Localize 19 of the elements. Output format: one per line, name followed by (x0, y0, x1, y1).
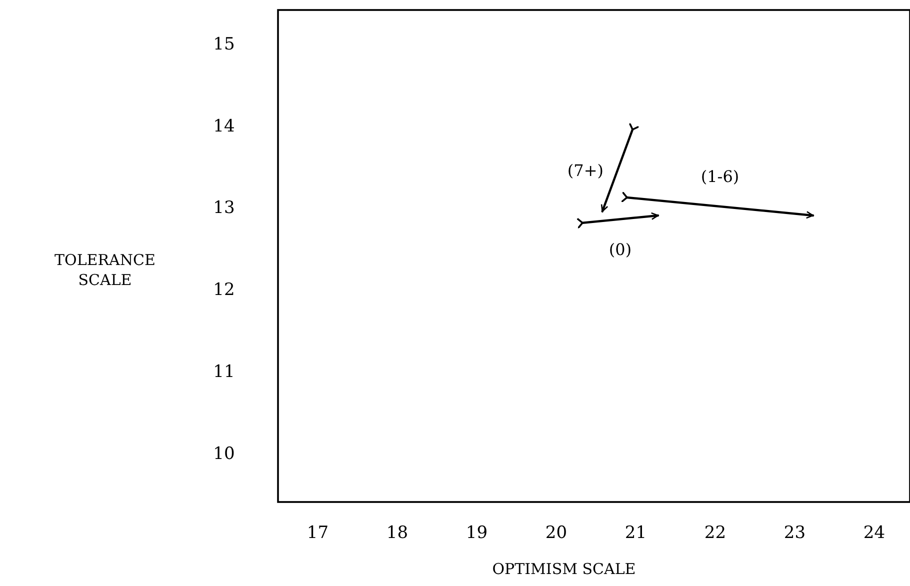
x-tick-label: 17 (306, 523, 329, 543)
x-tick-label: 22 (704, 523, 726, 543)
y-tick-label: 12 (213, 280, 235, 300)
y-tick-label: 13 (213, 198, 235, 218)
series-label: (1-6) (700, 167, 740, 186)
x-axis-title: OPTIMISM SCALE (492, 560, 636, 578)
y-tick-label: 11 (213, 362, 235, 382)
y-tick-label: 14 (213, 116, 235, 136)
y-axis-title: TOLERANCE SCALE (54, 251, 156, 289)
x-tick-label: 19 (466, 523, 488, 543)
x-tick-label: 21 (624, 523, 647, 543)
x-tick-label: 18 (386, 523, 408, 543)
series-label: (0) (608, 240, 632, 259)
x-tick-label: 20 (545, 523, 568, 543)
y-tick-label: 10 (213, 444, 235, 464)
x-tick-label: 23 (784, 523, 806, 543)
y-tick-label: 15 (213, 34, 235, 55)
x-tick-label: 24 (863, 523, 886, 543)
series-label: (7+) (567, 161, 604, 180)
